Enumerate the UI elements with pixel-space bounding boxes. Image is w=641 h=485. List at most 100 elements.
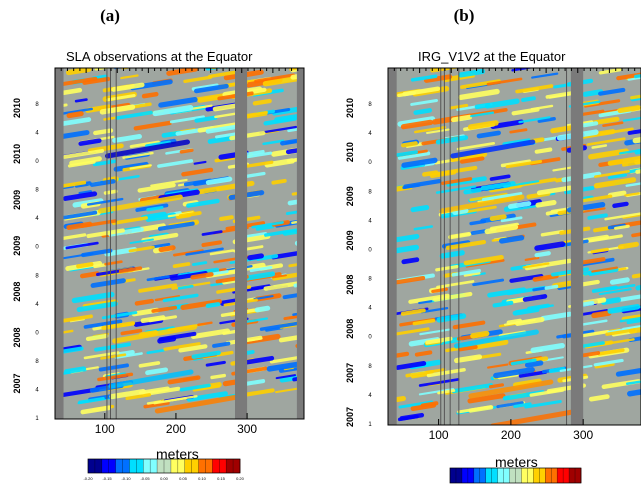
anomaly-streak (172, 57, 208, 63)
anomaly-streak (390, 327, 430, 337)
anomaly-streak (587, 213, 608, 220)
anomaly-streak (619, 294, 641, 302)
anomaly-streak (458, 88, 500, 101)
anomaly-streak (100, 353, 127, 360)
colorbar-swatch (88, 459, 96, 473)
colorbar-swatch (226, 459, 234, 473)
y-minor-label: 1 (35, 416, 39, 422)
anomaly-streak (548, 366, 566, 374)
anomaly-streak (588, 148, 629, 160)
anomaly-streak (431, 68, 440, 70)
anomaly-streak (134, 298, 155, 306)
anomaly-streak (484, 224, 519, 235)
anomaly-streak (487, 287, 527, 298)
anomaly-streak (93, 263, 108, 269)
anomaly-streak (62, 148, 105, 159)
colorbar-label-a: meters (156, 446, 199, 462)
y-minor-label: 0 (35, 330, 39, 336)
anomaly-streak (265, 326, 284, 332)
anomaly-streak (118, 266, 143, 274)
anomaly-streak (628, 68, 633, 69)
strong-anomaly (97, 194, 183, 214)
anomaly-streak (397, 116, 436, 127)
y-minor-label: 8 (35, 359, 39, 365)
anomaly-streak (560, 68, 566, 69)
anomaly-streak (247, 253, 264, 261)
y-minor-label: 1 (368, 422, 372, 428)
anomaly-streak (480, 181, 516, 191)
anomaly-streak (190, 272, 214, 280)
anomaly-streak (271, 250, 304, 260)
anomaly-streak (158, 245, 176, 253)
anomaly-streak (58, 130, 90, 140)
anomaly-streak (271, 178, 287, 185)
anomaly-streak (486, 77, 523, 86)
anomaly-streak (189, 104, 213, 111)
anomaly-streak (413, 225, 434, 231)
anomaly-streak (185, 247, 224, 256)
anomaly-streak (214, 112, 238, 119)
anomaly-streak (90, 278, 126, 288)
anomaly-streak (133, 318, 164, 327)
colorbar-swatch (461, 468, 469, 483)
y-year-label: 2010 (345, 98, 355, 118)
anomaly-streak (607, 155, 641, 166)
anomaly-streak (401, 141, 418, 148)
anomaly-streak (435, 185, 477, 194)
colorbar-swatch (473, 468, 481, 483)
anomaly-streak (158, 97, 198, 108)
anomaly-streak (154, 295, 181, 302)
anomaly-streak (529, 388, 565, 397)
y-minor-label: 8 (35, 102, 39, 108)
anomaly-streak (471, 339, 509, 350)
anomaly-streak (145, 140, 172, 149)
anomaly-streak (535, 200, 557, 208)
anomaly-streak (56, 210, 98, 221)
anomaly-streak (179, 148, 194, 154)
anomaly-streak (481, 192, 523, 202)
anomaly-streak (151, 242, 171, 249)
anomaly-streak (266, 361, 303, 372)
colorbar-tick-label: -0.10 (121, 476, 131, 481)
anomaly-streak (604, 212, 641, 221)
anomaly-streak (545, 55, 570, 59)
anomaly-streak (162, 293, 199, 303)
land-mask (55, 68, 64, 419)
anomaly-streak (57, 107, 93, 116)
anomaly-streak (490, 119, 524, 130)
anomaly-streak (524, 360, 544, 368)
colorbar-swatch (563, 468, 570, 483)
anomaly-streak (111, 216, 148, 225)
x-tick-label: 300 (573, 428, 593, 442)
anomaly-streak (178, 344, 208, 353)
anomaly-streak (414, 126, 447, 134)
anomaly-streak (420, 401, 439, 408)
anomaly-streak (626, 51, 641, 57)
y-year-label: 2008 (345, 319, 355, 339)
x-tick-label: 200 (501, 428, 521, 442)
colorbar-swatch (164, 459, 172, 473)
anomaly-streak (626, 168, 641, 174)
y-minor-label: 4 (368, 306, 372, 312)
anomaly-streak (630, 94, 641, 100)
anomaly-streak (299, 331, 304, 338)
anomaly-streak (128, 58, 164, 64)
anomaly-streak (628, 326, 641, 334)
anomaly-streak (80, 219, 118, 228)
anomaly-streak (57, 346, 84, 355)
colorbar-swatch (479, 468, 487, 483)
anomaly-streak (634, 149, 641, 155)
anomaly-streak (191, 83, 219, 91)
anomaly-streak (65, 241, 99, 250)
anomaly-streak (133, 120, 173, 131)
anomaly-streak (472, 278, 505, 287)
anomaly-streak (600, 127, 634, 136)
anomaly-streak (545, 90, 578, 99)
anomaly-streak (93, 128, 114, 136)
anomaly-streak (209, 249, 235, 256)
land-mask (234, 68, 248, 419)
anomaly-streak (435, 135, 469, 145)
anomaly-streak (459, 156, 485, 164)
anomaly-streak (448, 231, 472, 240)
